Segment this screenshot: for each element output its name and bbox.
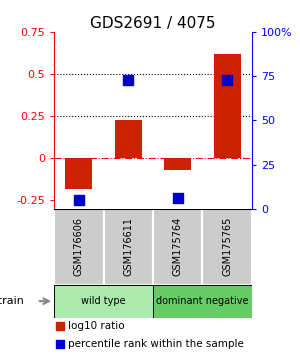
Text: GSM175765: GSM175765	[222, 217, 232, 276]
Bar	[214, 54, 241, 158]
Point	[76, 197, 81, 203]
Bar	[164, 158, 191, 170]
Title: GDS2691 / 4075: GDS2691 / 4075	[90, 16, 216, 31]
Text: GSM176611: GSM176611	[123, 217, 133, 276]
Bar	[65, 158, 92, 189]
Bar	[202, 209, 252, 285]
Text: GSM175764: GSM175764	[173, 217, 183, 276]
Bar	[153, 209, 202, 285]
Point	[58, 341, 62, 347]
Point	[225, 77, 230, 82]
Point	[126, 77, 131, 82]
Text: log10 ratio: log10 ratio	[68, 321, 124, 331]
Text: strain: strain	[0, 296, 24, 306]
Bar	[54, 209, 104, 285]
Text: GSM176606: GSM176606	[74, 217, 84, 276]
Bar	[115, 120, 142, 158]
Point	[175, 195, 180, 201]
Text: percentile rank within the sample: percentile rank within the sample	[68, 339, 244, 349]
Point	[58, 323, 62, 329]
Bar	[103, 209, 153, 285]
Text: dominant negative: dominant negative	[156, 296, 249, 306]
Bar	[153, 285, 252, 318]
Bar	[54, 285, 153, 318]
Text: wild type: wild type	[81, 296, 126, 306]
